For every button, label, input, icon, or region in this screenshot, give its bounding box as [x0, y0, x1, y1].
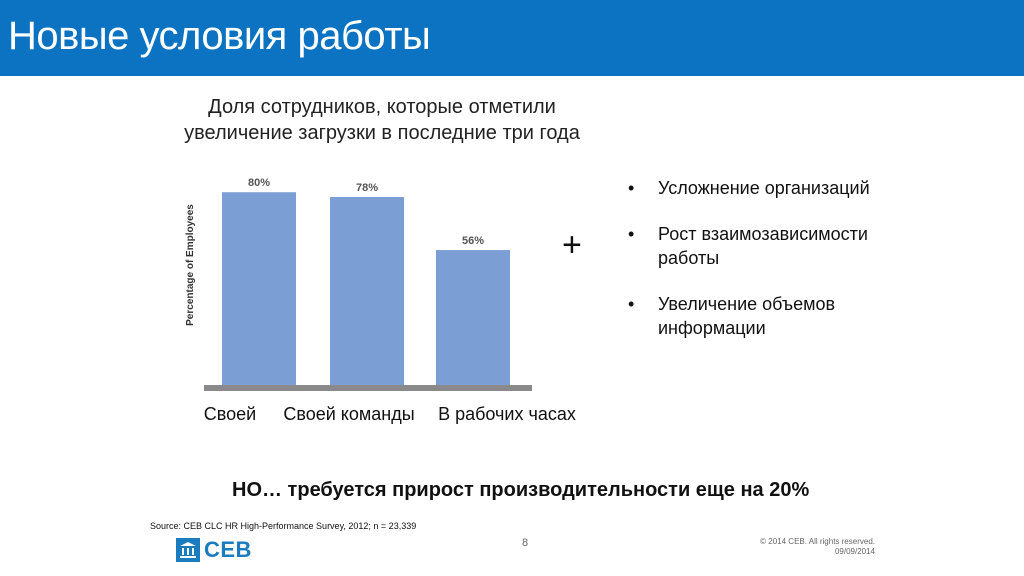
x-axis-baseline	[204, 385, 532, 391]
copyright: © 2014 CEB. All rights reserved. 09/09/2…	[740, 537, 875, 557]
source-note: Source: CEB CLC HR High-Performance Surv…	[150, 521, 417, 531]
copyright-line: © 2014 CEB. All rights reserved.	[760, 537, 875, 546]
page-number: 8	[522, 537, 529, 549]
y-axis-label: Percentage of Employees	[185, 204, 196, 326]
bullet-item: Усложнение организаций	[628, 176, 918, 200]
category-label-2: В рабочих часах	[438, 404, 576, 424]
bullet-item: Рост взаимозависимости работы	[628, 222, 918, 270]
plus-sign: +	[562, 226, 582, 264]
bar-1	[330, 197, 404, 385]
productivity-note: НО… требуется прирост производительности…	[232, 479, 810, 501]
bar-0	[222, 192, 296, 385]
category-label-1: Своей команды	[283, 404, 415, 424]
data-label-2: 56%	[462, 235, 484, 247]
ceb-logo: CEB	[176, 537, 252, 562]
bullet-item: Увеличение объемов информации	[628, 292, 918, 340]
bullet-list: Усложнение организаций Рост взаимозависи…	[628, 176, 918, 362]
logo-text: CEB	[204, 537, 252, 562]
category-label-0: Своей	[203, 404, 257, 424]
building-icon	[176, 538, 200, 562]
header-bar: Новые условия работы	[0, 0, 1024, 76]
data-label-1: 78%	[356, 182, 378, 194]
copyright-date: 09/09/2014	[834, 547, 875, 556]
bar-2	[436, 250, 510, 385]
chart-title: Доля сотрудников, которые отметили увели…	[184, 96, 580, 144]
page-title: Новые условия работы	[8, 14, 431, 58]
data-label-0: 80%	[248, 177, 270, 189]
